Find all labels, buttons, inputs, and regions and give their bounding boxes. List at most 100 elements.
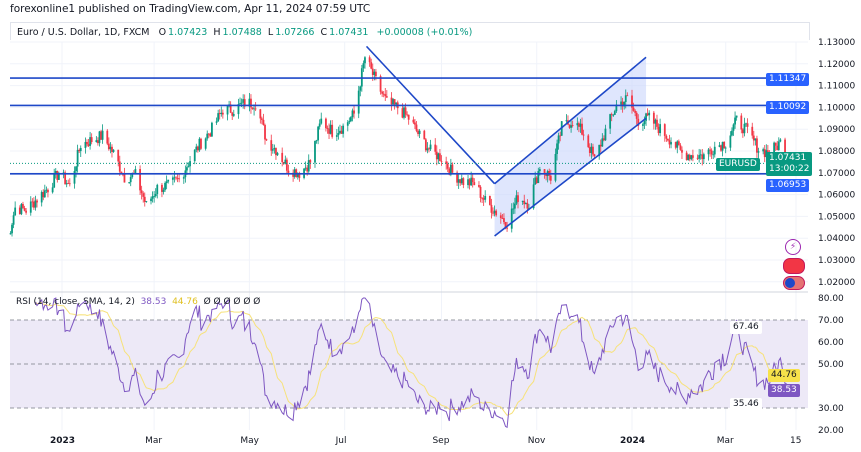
candle-body: [161, 184, 163, 192]
candle-body: [685, 152, 688, 160]
y-tick-label: 1.11000: [818, 82, 855, 92]
candle-body: [784, 139, 786, 160]
candle-body: [54, 171, 57, 174]
candle-body: [120, 171, 123, 174]
candle-body: [145, 201, 148, 202]
candle-body: [337, 132, 340, 136]
candle-body: [207, 133, 210, 135]
candle-body: [43, 190, 46, 198]
candle-body: [153, 196, 156, 197]
candle-body: [439, 153, 441, 161]
candle-body: [231, 112, 234, 116]
candle-body: [488, 195, 491, 205]
rsi-sma-value: 44.76: [172, 297, 198, 307]
open-label: O: [158, 27, 167, 38]
eu-flag-icon[interactable]: [783, 276, 805, 290]
candle-body: [390, 97, 393, 105]
candle-body: [468, 179, 471, 186]
candle-body: [712, 154, 715, 156]
candle-body: [460, 178, 463, 184]
candle-body: [549, 175, 552, 181]
candle-body: [193, 149, 196, 162]
candle-body: [111, 146, 113, 152]
candle-body: [692, 155, 694, 158]
rsi-y-tick: 80.00: [818, 294, 844, 304]
candle-body: [721, 141, 724, 151]
change-value: +0.00008 (+0.01%): [376, 27, 473, 38]
candle-body: [270, 140, 273, 151]
x-tick-label: 15: [790, 436, 801, 446]
y-tick-label: 1.09000: [818, 125, 855, 135]
candle-body: [643, 120, 646, 125]
candle-body: [690, 155, 693, 160]
candle-body: [588, 147, 591, 153]
candle-body: [457, 179, 460, 183]
candle-body: [253, 108, 255, 110]
x-tick-label: 2023: [50, 436, 75, 446]
candle-body: [601, 138, 604, 147]
candle-body: [446, 163, 449, 169]
candle-body: [40, 192, 43, 203]
candle-body: [473, 182, 476, 186]
candle-body: [36, 200, 38, 203]
candle-body: [504, 222, 507, 228]
candle-body: [503, 218, 505, 223]
candle-body: [609, 114, 612, 129]
candle-body: [385, 96, 388, 98]
candle-body: [315, 140, 318, 142]
candle-body: [735, 115, 738, 118]
candle-body: [143, 196, 146, 202]
candle-body: [404, 107, 407, 115]
candle-body: [287, 170, 290, 173]
candle-body: [582, 134, 585, 136]
candle-body: [87, 144, 90, 146]
lightning-icon[interactable]: ⚡: [785, 239, 801, 255]
candle-body: [262, 119, 265, 126]
candle-body: [259, 109, 262, 119]
high-label: H: [213, 27, 221, 38]
candle-body: [532, 184, 535, 209]
candle-body: [418, 130, 421, 134]
candle-body: [346, 122, 349, 126]
candle-body: [123, 174, 126, 183]
rsi-y-tick: 50.00: [818, 360, 844, 370]
candle-body: [677, 141, 680, 146]
candle-body: [471, 177, 474, 183]
candle-body: [484, 195, 487, 200]
y-tick-label: 1.12000: [818, 60, 855, 70]
publisher-line: forexonline1 published on TradingView.co…: [10, 3, 371, 15]
candle-body: [273, 148, 276, 150]
candle-body: [42, 192, 45, 198]
us-flag-icon[interactable]: [783, 258, 805, 274]
candle-body: [745, 123, 747, 125]
candle-body: [131, 173, 134, 178]
candle-body: [481, 197, 483, 199]
candle-body: [777, 141, 780, 151]
candle-body: [156, 184, 159, 194]
candle-body: [407, 114, 410, 120]
candle-body: [568, 124, 571, 128]
candle-body: [182, 177, 185, 179]
candle-body: [265, 139, 268, 141]
candle-body: [221, 112, 224, 115]
candle-body: [357, 90, 360, 114]
candle-body: [751, 126, 754, 136]
rsi-upper-band-label: 67.46: [730, 321, 762, 334]
candle-body: [449, 164, 452, 175]
candle-body: [599, 144, 602, 147]
candle-body: [351, 110, 354, 118]
rsi-y-tick: 20.00: [818, 426, 844, 436]
candle-body: [314, 141, 316, 163]
candle-body: [613, 111, 616, 115]
symbol-name: Euro / U.S. Dollar, 1D, FXCM: [17, 27, 150, 38]
candle-body: [348, 121, 351, 123]
candle-body: [741, 129, 744, 134]
candle-body: [543, 169, 546, 173]
candle-body: [309, 160, 312, 163]
candle-body: [610, 114, 613, 116]
candle-body: [200, 138, 202, 149]
candle-body: [634, 110, 637, 113]
candle-body: [718, 145, 721, 147]
candle-body: [506, 227, 508, 229]
